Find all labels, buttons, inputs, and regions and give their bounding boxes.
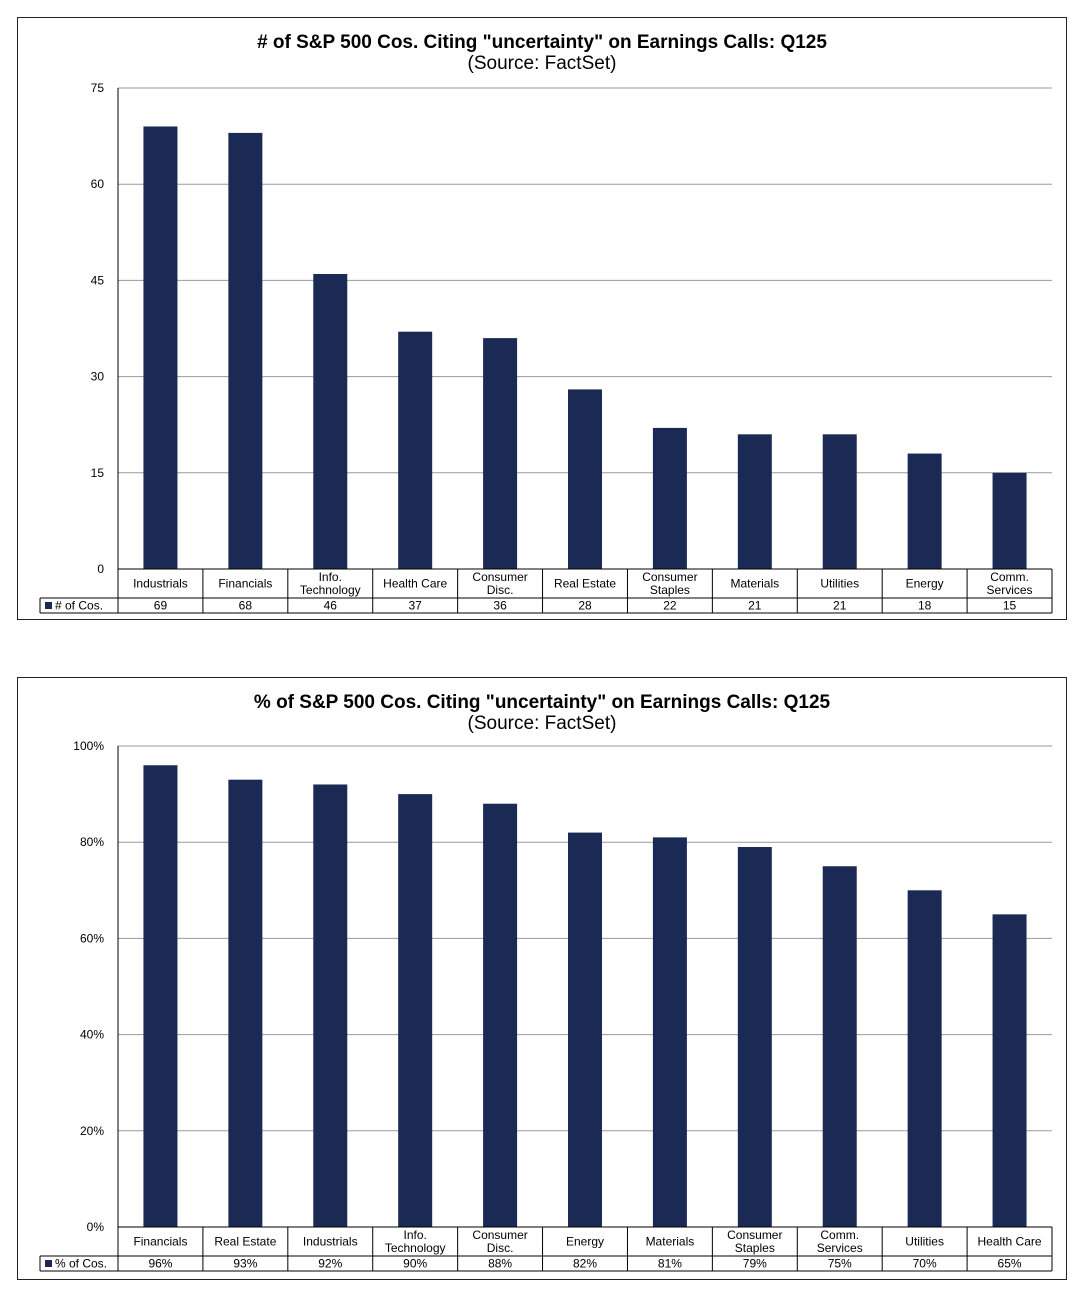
bar [992, 472, 1027, 569]
category-label: Industrials [303, 1235, 358, 1249]
bar [568, 832, 602, 1227]
y-tick-label: 15 [91, 466, 105, 480]
bar [907, 890, 942, 1227]
category-label: Energy [906, 577, 944, 591]
legend-swatch [45, 1260, 52, 1267]
legend-label: % of Cos. [55, 1257, 107, 1271]
data-table-value: 88% [488, 1257, 512, 1271]
bar [313, 273, 348, 569]
bar [822, 434, 857, 569]
category-label: Utilities [905, 1235, 944, 1249]
category-label: Financials [133, 1235, 187, 1249]
category-label: Health Care [978, 1235, 1042, 1249]
category-label: Industrials [133, 577, 188, 591]
category-label: Utilities [820, 577, 859, 591]
bar [737, 434, 772, 569]
chart-percent-panel: % of S&P 500 Cos. Citing "uncertainty" o… [17, 677, 1067, 1280]
data-table-value: 92% [318, 1257, 342, 1271]
category-label: Consumer Staples [727, 1228, 782, 1255]
data-table-value: 75% [828, 1257, 852, 1271]
legend-swatch [45, 602, 52, 609]
data-table-value: 96% [148, 1257, 172, 1271]
y-tick-label: 20% [80, 1124, 104, 1138]
y-tick-label: 75 [91, 81, 105, 95]
data-table-value: 79% [743, 1257, 767, 1271]
data-table-value: 21 [748, 599, 762, 613]
data-table-value: 93% [233, 1257, 257, 1271]
category-label: Info. Technology [385, 1228, 446, 1255]
data-table-value: 36 [493, 599, 507, 613]
data-table-value: 22 [663, 599, 677, 613]
bar [483, 803, 518, 1227]
bar [992, 914, 1027, 1227]
chart-percent-svg: % of S&P 500 Cos. Citing "uncertainty" o… [39, 692, 1053, 1272]
category-label: Materials [646, 1235, 695, 1249]
bar [737, 847, 772, 1227]
bar [568, 389, 602, 569]
data-table-value: 37 [409, 599, 423, 613]
bar [228, 132, 263, 569]
data-table-value: 15 [1003, 599, 1017, 613]
data-table-value: 90% [403, 1257, 427, 1271]
category-label: Comm. Services [817, 1228, 863, 1255]
category-label: Consumer Staples [642, 570, 697, 597]
bar [822, 866, 857, 1227]
legend-label: # of Cos. [55, 599, 103, 613]
y-tick-label: 100% [73, 739, 104, 753]
data-table-value: 81% [658, 1257, 682, 1271]
data-table-value: 18 [918, 599, 932, 613]
bar [652, 837, 687, 1227]
category-label: Consumer Disc. [472, 1228, 527, 1255]
bar [143, 765, 178, 1227]
y-tick-label: 60 [91, 177, 105, 191]
y-tick-label: 45 [91, 273, 105, 287]
data-table-value: 70% [913, 1257, 937, 1271]
bar [398, 794, 433, 1227]
category-label: Comm. Services [987, 570, 1033, 597]
bar [313, 784, 348, 1227]
bar [228, 779, 263, 1227]
chart-subtitle: (Source: FactSet) [468, 53, 617, 74]
bar [907, 453, 942, 569]
y-tick-label: 60% [80, 931, 104, 945]
chart-count-panel: # of S&P 500 Cos. Citing "uncertainty" o… [17, 17, 1067, 620]
category-label: Financials [218, 577, 272, 591]
data-table-value: 21 [833, 599, 847, 613]
category-label: Energy [566, 1235, 604, 1249]
category-label: Consumer Disc. [472, 570, 527, 597]
bar [143, 126, 178, 569]
category-label: Real Estate [554, 577, 616, 591]
chart-count-svg: # of S&P 500 Cos. Citing "uncertainty" o… [39, 32, 1053, 614]
category-label: Health Care [383, 577, 447, 591]
chart-title: # of S&P 500 Cos. Citing "uncertainty" o… [257, 32, 827, 53]
bar [398, 331, 433, 569]
category-label: Info. Technology [300, 570, 361, 597]
y-tick-label: 0 [97, 562, 104, 576]
data-table-value: 68 [239, 599, 253, 613]
category-label: Materials [730, 577, 779, 591]
chart-title: % of S&P 500 Cos. Citing "uncertainty" o… [254, 692, 831, 713]
y-tick-label: 0% [87, 1220, 105, 1234]
data-table-value: 82% [573, 1257, 597, 1271]
category-label: Real Estate [214, 1235, 276, 1249]
data-table-value: 28 [578, 599, 592, 613]
y-tick-label: 30 [91, 370, 105, 384]
chart-subtitle: (Source: FactSet) [468, 713, 617, 734]
data-table-value: 69 [154, 599, 168, 613]
data-table-value: 46 [324, 599, 338, 613]
bar [483, 338, 518, 569]
data-table-value: 65% [998, 1257, 1022, 1271]
bar [652, 427, 687, 569]
y-tick-label: 40% [80, 1028, 104, 1042]
y-tick-label: 80% [80, 835, 104, 849]
